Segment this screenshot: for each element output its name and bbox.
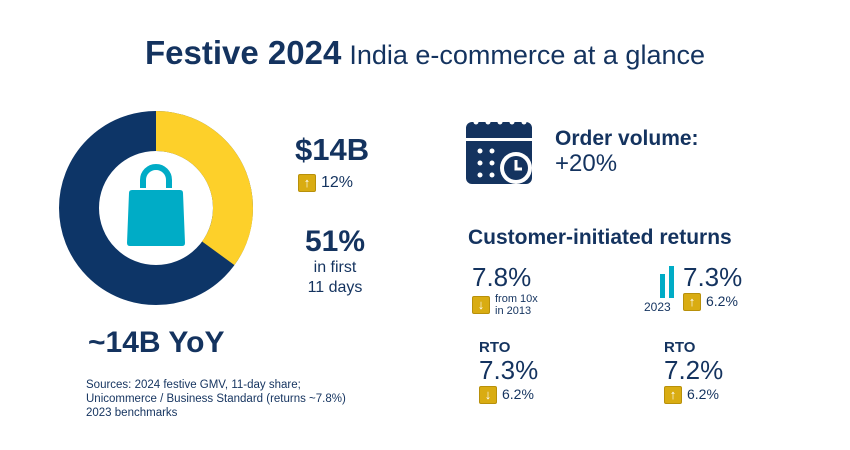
stat-value: 7.2% [664, 355, 724, 385]
arrow-up-icon: ↑ [664, 386, 682, 405]
rto-label: RTO [479, 339, 511, 356]
share-label-1: in first [313, 259, 357, 276]
returns-stat-a: 7.8% ↓ from 10x in 2013 [472, 263, 538, 317]
order-volume-label: Order volume: [555, 127, 699, 150]
sources-line: Unicommerce / Business Standard (returns… [86, 393, 346, 405]
rto-stat-c: RTO 7.3% ↓ 6.2% [479, 339, 539, 405]
share-block: 51% in first 11 days [290, 226, 380, 298]
sources-line: Sources: 2024 festive GMV, 11-day share; [86, 379, 301, 391]
shopping-bag-icon [127, 164, 185, 246]
gmv-donut [59, 111, 253, 305]
arrow-down-icon: ↓ [472, 296, 490, 314]
share-label-2: 11 days [307, 279, 363, 296]
sources-note: Sources: 2024 festive GMV, 11-day share;… [86, 378, 346, 420]
arrow-down-icon: ↓ [479, 386, 497, 405]
yoy-label: ~14B YoY [88, 326, 225, 359]
stat-value: 7.3% [683, 262, 743, 292]
arrow-up-icon: ↑ [298, 174, 316, 192]
bar-chart-icon [644, 266, 684, 298]
stat-note: from 10x [495, 293, 538, 305]
title-subtitle: India e-commerce at a glance [349, 40, 705, 70]
stat-value: 7.3% [479, 355, 539, 385]
rto-label: RTO [664, 339, 696, 356]
share-value: 51% [304, 225, 366, 258]
returns-title: Customer-initiated returns [468, 226, 732, 249]
calendar-clock-icon [466, 119, 532, 184]
gmv-value: $14B [295, 132, 370, 167]
returns-stat-b: 7.3% ↑ 6.2% [683, 262, 743, 312]
arrow-up-icon: ↑ [683, 293, 701, 312]
donut-highlight-segment [59, 111, 253, 305]
sources-line: 2023 benchmarks [86, 407, 178, 419]
order-volume-value: +20% [555, 150, 618, 177]
stat-change: 6.2% [502, 386, 534, 402]
gmv-change-value: 12% [321, 174, 354, 192]
gmv-change: ↑ 12% [298, 174, 353, 192]
page-title: Festive 2024 India e-commerce at a glance [0, 34, 850, 72]
stat-value: 7.8% [472, 262, 532, 292]
title-bold: Festive 2024 [145, 34, 342, 71]
stat-change: 6.2% [687, 386, 719, 402]
rto-stat-d: RTO 7.2% ↑ 6.2% [664, 339, 724, 405]
stat-change: 6.2% [706, 293, 738, 309]
stat-note: in 2013 [495, 305, 532, 317]
stat-year: 2023 [644, 300, 671, 314]
